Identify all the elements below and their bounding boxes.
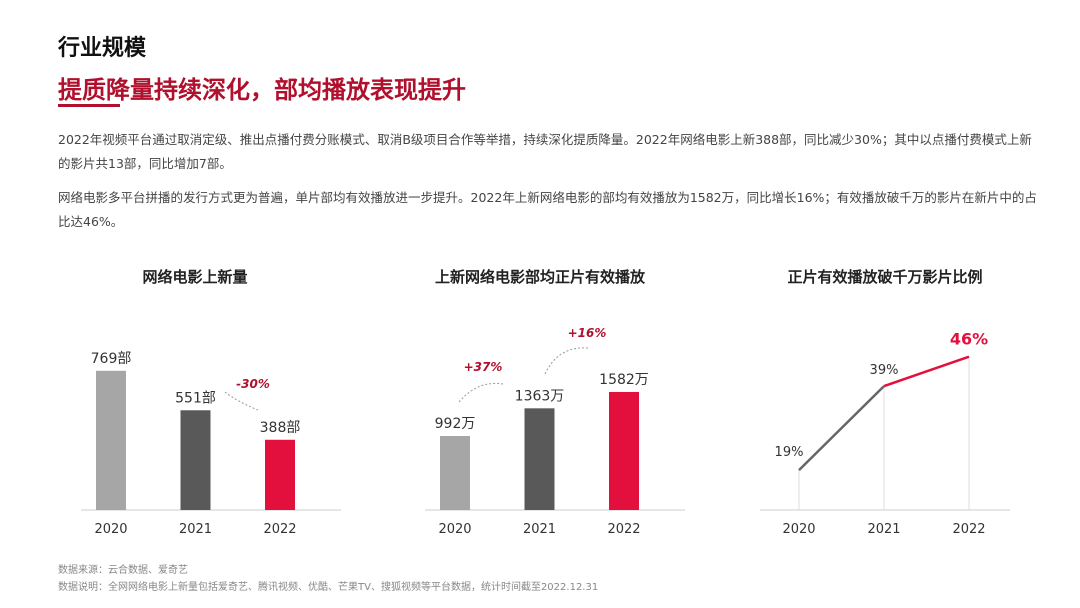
bar-2020 — [440, 435, 470, 510]
annotation-plus37-arrow — [458, 382, 504, 403]
chart1-title: 网络电影上新量 — [142, 268, 248, 286]
section-title: 行业规模 — [58, 36, 147, 61]
bar-2020 — [96, 370, 126, 510]
line-segment-2021-2022 — [883, 355, 970, 388]
chart3-title: 正片有效播放破千万影片比例 — [787, 268, 983, 286]
data-note: 数据说明：全网网络电影上新量包括爱奇艺、腾讯视频、优酷、芒果TV、搜狐视频等平台… — [58, 582, 599, 593]
annotation-plus16: +16% — [568, 326, 607, 340]
bar-label: 551部 — [175, 390, 216, 406]
x-tick-label: 2020 — [782, 522, 815, 537]
bar-label: 1363万 — [515, 388, 565, 404]
bar-label: 1582万 — [599, 372, 649, 388]
x-tick-label: 2021 — [179, 522, 212, 537]
x-tick-label: 2021 — [523, 522, 556, 537]
bar-2021 — [180, 410, 211, 510]
x-tick-label: 2022 — [952, 522, 985, 537]
line-segment-2020-2021 — [798, 385, 885, 471]
annotation-plus16-arrow — [544, 347, 589, 375]
bar-2022 — [265, 439, 295, 510]
point-label: 46% — [950, 330, 988, 349]
bar-label: 769部 — [91, 351, 132, 367]
annotation-minus30: -30% — [236, 377, 270, 391]
bar-label: 388部 — [260, 420, 301, 436]
annotation-plus37: +37% — [464, 360, 503, 374]
paragraph-1: 2022年视频平台通过取消定级、推出点播付费分账模式、取消B级项目合作等举措，持… — [58, 132, 1032, 171]
point-label: 19% — [775, 445, 804, 460]
point-label: 39% — [870, 363, 899, 378]
x-tick-label: 2022 — [607, 522, 640, 537]
x-tick-label: 2020 — [94, 522, 127, 537]
headline-underline — [58, 104, 120, 107]
data-source: 数据来源：云合数据、爱奇艺 — [58, 565, 188, 576]
x-tick-label: 2022 — [263, 522, 296, 537]
bar-label: 992万 — [435, 416, 476, 432]
chart2-title: 上新网络电影部均正片有效播放 — [434, 268, 645, 286]
x-tick-label: 2020 — [438, 522, 471, 537]
bar-2022 — [609, 391, 639, 510]
annotation-minus30-arrow — [224, 391, 259, 411]
paragraph-2: 网络电影多平台拼播的发行方式更为普遍，单片部均有效播放进一步提升。2022年上新… — [58, 190, 1037, 229]
bar-2021 — [524, 408, 555, 510]
headline: 提质降量持续深化，部均播放表现提升 — [58, 76, 466, 104]
x-tick-label: 2021 — [867, 522, 900, 537]
